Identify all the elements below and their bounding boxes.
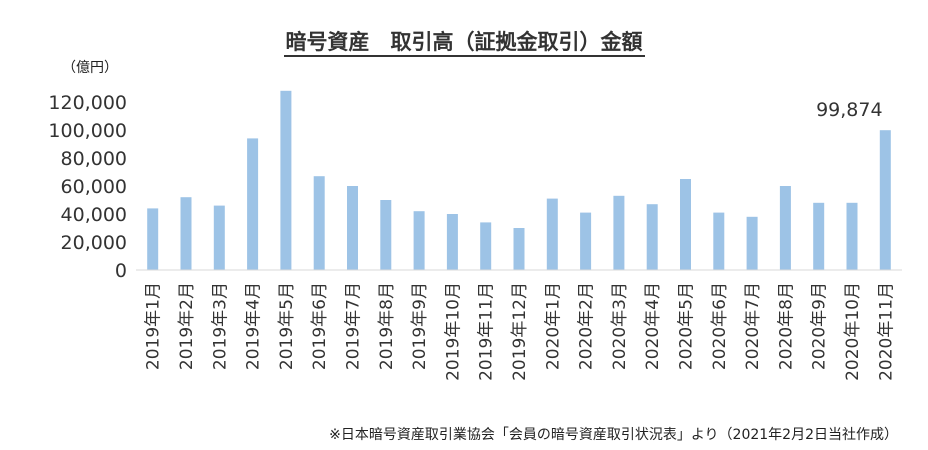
x-tick-label: 2020年10月 xyxy=(843,282,863,381)
x-tick-label: 2019年6月 xyxy=(310,282,330,370)
y-tick-label: 60,000 xyxy=(61,176,127,198)
x-tick-label: 2020年9月 xyxy=(810,282,830,370)
bar-2019年3月 xyxy=(213,205,225,270)
bar-2020年2月 xyxy=(580,212,592,270)
data-label: 99,874 xyxy=(816,99,882,121)
x-tick-label: 2019年4月 xyxy=(244,282,264,370)
bar-2019年2月 xyxy=(180,197,192,270)
chart-title: 暗号資産 取引高（証拠金取引）金額 xyxy=(0,26,928,57)
bar-2020年9月 xyxy=(813,202,825,270)
bar-2019年12月 xyxy=(513,228,525,270)
y-unit-label: （億円） xyxy=(62,60,118,76)
bar-2019年4月 xyxy=(247,138,259,270)
y-tick-label: 20,000 xyxy=(61,232,127,254)
x-tick-label: 2020年5月 xyxy=(677,282,697,370)
y-tick-label: 80,000 xyxy=(61,148,127,170)
x-tick-label: 2019年3月 xyxy=(210,282,230,370)
bar-2020年6月 xyxy=(713,212,725,270)
x-tick-label: 2019年11月 xyxy=(477,282,497,381)
bar-2020年5月 xyxy=(680,179,691,270)
bar-2020年1月 xyxy=(546,198,558,270)
y-tick-label: 0 xyxy=(115,260,127,282)
x-tick-label: 2020年11月 xyxy=(876,282,896,381)
bar-2019年7月 xyxy=(347,186,358,270)
source-note: ※日本暗号資産取引業協会「会員の暗号資産取引状況表」より（2021年2月2日当社… xyxy=(329,427,898,443)
x-tick-label: 2020年8月 xyxy=(776,282,796,370)
bar-2020年7月 xyxy=(746,216,758,270)
bar-2019年5月 xyxy=(280,90,292,270)
bar-2020年10月 xyxy=(846,202,858,270)
bar-2020年3月 xyxy=(613,195,625,270)
bar-2020年4月 xyxy=(646,204,658,270)
chart-title-text: 暗号資産 取引高（証拠金取引）金額 xyxy=(283,30,645,57)
x-tick-label: 2019年10月 xyxy=(443,282,463,381)
bar-2019年9月 xyxy=(413,211,425,270)
y-tick-label: 120,000 xyxy=(48,92,127,114)
x-tick-label: 2019年12月 xyxy=(510,282,530,381)
bar-2020年11月 xyxy=(879,130,891,270)
x-tick-label: 2019年7月 xyxy=(344,282,364,370)
bar-2019年8月 xyxy=(380,200,392,270)
bar-2019年11月 xyxy=(480,222,492,270)
x-tick-label: 2020年6月 xyxy=(710,282,730,370)
bar-2019年1月 xyxy=(147,208,159,270)
x-tick-label: 2020年7月 xyxy=(743,282,763,370)
x-tick-label: 2020年4月 xyxy=(643,282,663,370)
x-tick-label: 2020年2月 xyxy=(577,282,597,370)
y-tick-label: 100,000 xyxy=(48,120,127,142)
bar-2019年6月 xyxy=(313,176,325,270)
x-tick-label: 2020年1月 xyxy=(543,282,563,370)
x-tick-label: 2019年8月 xyxy=(377,282,397,370)
bar-2020年8月 xyxy=(779,186,791,270)
x-tick-label: 2019年1月 xyxy=(144,282,164,370)
x-tick-label: 2019年2月 xyxy=(177,282,197,370)
y-tick-label: 40,000 xyxy=(61,204,127,226)
bar-2019年10月 xyxy=(446,214,458,270)
x-tick-label: 2020年3月 xyxy=(610,282,630,370)
x-tick-label: 2019年9月 xyxy=(410,282,430,370)
x-tick-label: 2019年5月 xyxy=(277,282,297,370)
